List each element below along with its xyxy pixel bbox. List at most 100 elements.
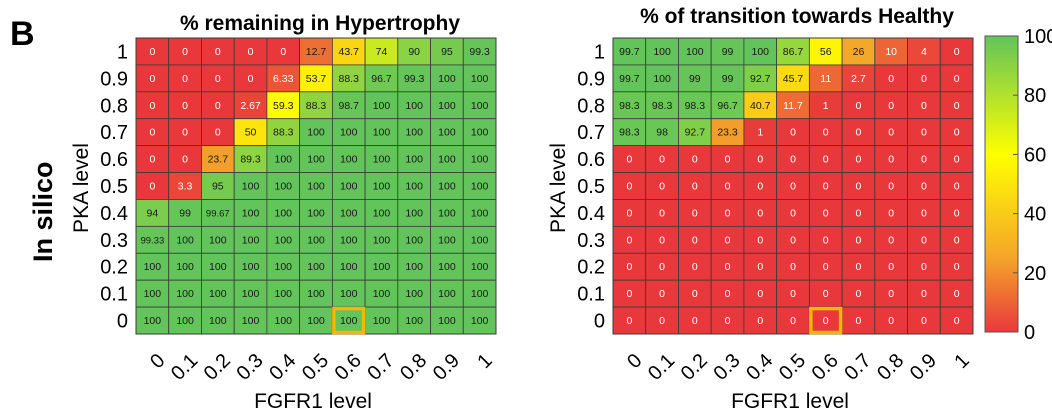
- cell-value-label: 11: [820, 73, 831, 85]
- y-axis-label: PKA level: [547, 143, 570, 233]
- x-tick-label: 0.7: [840, 350, 875, 385]
- heatmap-cell: [397, 172, 431, 200]
- cell-value-label: 0: [856, 154, 862, 166]
- heatmap-cell: [612, 252, 647, 281]
- heatmap-cell: [841, 199, 876, 227]
- cell-value-label: 99: [722, 73, 734, 85]
- cell-value-label: 100: [307, 207, 325, 219]
- y-tick-label: 0.5: [100, 176, 128, 198]
- heatmap-cell: [462, 199, 497, 227]
- heatmap-cell: [233, 279, 268, 308]
- heatmap-cell: [808, 279, 843, 308]
- cell-value-label: 0: [888, 154, 894, 166]
- cell-value-label: 0: [725, 288, 731, 300]
- heatmap-cell: [201, 64, 235, 93]
- cell-value-label: 100: [471, 315, 489, 327]
- heatmap-cell: [168, 37, 202, 66]
- cell-value-label: 53.7: [306, 73, 327, 85]
- cell-value-label: 0: [725, 207, 731, 219]
- cell-value-label: 0: [626, 207, 632, 219]
- heatmap-cell: [907, 172, 941, 200]
- heatmap-cell: [939, 225, 974, 254]
- y-tick-label: 0.9: [577, 68, 605, 90]
- y-tick-label: 0.3: [100, 230, 128, 252]
- heatmap-cell: [299, 172, 333, 200]
- cell-value-label: 100: [405, 288, 423, 300]
- colorbar-tick-label: 100: [1024, 26, 1052, 48]
- cell-value-label: 10: [885, 46, 897, 58]
- cell-value-label: 11.7: [783, 100, 803, 112]
- cell-value-label: 100: [438, 288, 456, 300]
- heatmap-cell: [710, 252, 745, 281]
- heatmap-cell: [776, 64, 810, 93]
- plot-border: [612, 37, 974, 335]
- cell-value-label: 0: [921, 181, 927, 193]
- heatmap-cell: [397, 118, 431, 147]
- heatmap-healthy: % of transition towards Healthy PKA leve…: [547, 5, 974, 413]
- heatmap-cell: [364, 279, 399, 308]
- cell-value-label: 88.3: [306, 100, 327, 112]
- cell-value-label: 100: [405, 315, 423, 327]
- cell-value-label: 100: [275, 181, 293, 193]
- heatmap-cell: [233, 225, 268, 254]
- cell-value-label: 99: [179, 207, 191, 219]
- cell-value-label: 99.33: [140, 235, 164, 246]
- heatmap-cell: [808, 252, 843, 281]
- cell-value-label: 100: [307, 154, 325, 166]
- cell-value-label: 100: [340, 181, 358, 193]
- cell-value-label: 0: [182, 46, 188, 58]
- heatmap-cell: [201, 118, 235, 147]
- cell-value-label: 99.3: [404, 73, 425, 85]
- cell-value-label: 88.3: [273, 127, 294, 139]
- cell-value-label: 0: [790, 261, 796, 273]
- x-axis-label: FGFR1 level: [254, 390, 372, 413]
- colorbar-tick-label: 60: [1024, 144, 1046, 166]
- cell-value-label: 100: [242, 181, 260, 193]
- heatmap-cell: [645, 118, 679, 147]
- cell-value-label: 100: [373, 181, 391, 193]
- cell-value-label: 100: [242, 288, 260, 300]
- heatmap-cell: [678, 199, 712, 227]
- x-tick-label: 1: [950, 350, 973, 373]
- heatmap-cell: [233, 199, 268, 227]
- cell-value-label: 100: [275, 288, 293, 300]
- y-tick-label: 0.9: [100, 68, 128, 90]
- cell-value-label: 0: [692, 261, 698, 273]
- heatmap-cell: [808, 225, 843, 254]
- heatmap-cell: [135, 172, 170, 200]
- cell-value-label: 0: [626, 261, 632, 273]
- heatmap-cell: [710, 172, 745, 200]
- heatmap-cell: [135, 64, 170, 93]
- heatmap-cell: [743, 172, 778, 200]
- heatmap-cell: [645, 252, 679, 281]
- heatmap-cell: [645, 37, 679, 66]
- cell-value-label: 0: [757, 207, 763, 219]
- colorbar-tick-label: 80: [1024, 85, 1046, 107]
- heatmap-cell: [397, 252, 431, 281]
- colorbar-tick-label: 0: [1024, 322, 1035, 344]
- y-tick-label: 1: [594, 41, 605, 63]
- cell-value-label: 100: [307, 127, 325, 139]
- cell-value-label: 0: [954, 127, 960, 139]
- cell-value-label: 0: [149, 127, 155, 139]
- cell-value-label: 0: [626, 234, 632, 246]
- y-tick-label: 0.2: [100, 257, 128, 279]
- chart-title: % of transition towards Healthy: [640, 5, 954, 28]
- cell-value-label: 100: [340, 154, 358, 166]
- cell-value-label: 74: [376, 46, 388, 58]
- cell-value-label: 0: [856, 315, 862, 327]
- cell-value-label: 0: [823, 127, 829, 139]
- heatmap-cell: [612, 118, 647, 147]
- cell-value-label: 1: [757, 127, 763, 139]
- heatmap-cell: [808, 91, 843, 120]
- heatmap-cell: [397, 306, 431, 335]
- cell-value-label: 0: [823, 315, 829, 327]
- y-tick-label: 0: [117, 311, 128, 333]
- heatmap-cell: [201, 145, 235, 173]
- cell-value-label: 0: [725, 315, 731, 327]
- cell-value-label: 100: [209, 261, 227, 273]
- cell-value-label: 100: [471, 73, 489, 85]
- cell-value-label: 0: [659, 315, 665, 327]
- heatmap-cell: [168, 145, 202, 173]
- heatmap-cell: [397, 279, 431, 308]
